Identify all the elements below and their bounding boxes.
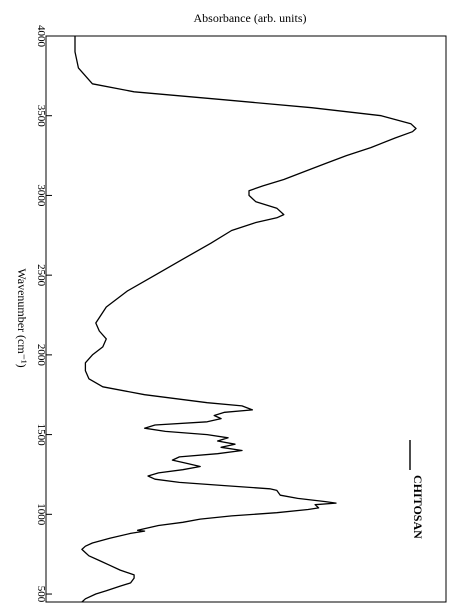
x-axis-title: Wavenumber (cm⁻¹): [15, 268, 29, 367]
legend: CHITOSAN: [409, 440, 425, 539]
series-line-chitosan: [74, 36, 417, 603]
x-tick-label-4000: 4000: [35, 25, 47, 48]
y-axis-title: Absorbance (arb. units): [194, 11, 307, 25]
series-group: [74, 36, 417, 603]
x-tick-label-3000: 3000: [35, 184, 47, 207]
x-tick-label-500: 500: [35, 586, 47, 603]
x-tick-label-1500: 1500: [35, 424, 47, 447]
x-tick-label-3500: 3500: [35, 105, 47, 128]
x-tick-label-1000: 1000: [35, 503, 47, 526]
legend-label: CHITOSAN: [411, 475, 425, 539]
x-axis-tick-labels: 4000 3500 3000 2500 2000 1500 1000 500: [35, 25, 47, 603]
x-tick-label-2500: 2500: [35, 264, 47, 287]
x-axis-ticks: [46, 35, 52, 595]
plot-frame: [45, 35, 447, 603]
x-tick-label-2000: 2000: [35, 344, 47, 367]
